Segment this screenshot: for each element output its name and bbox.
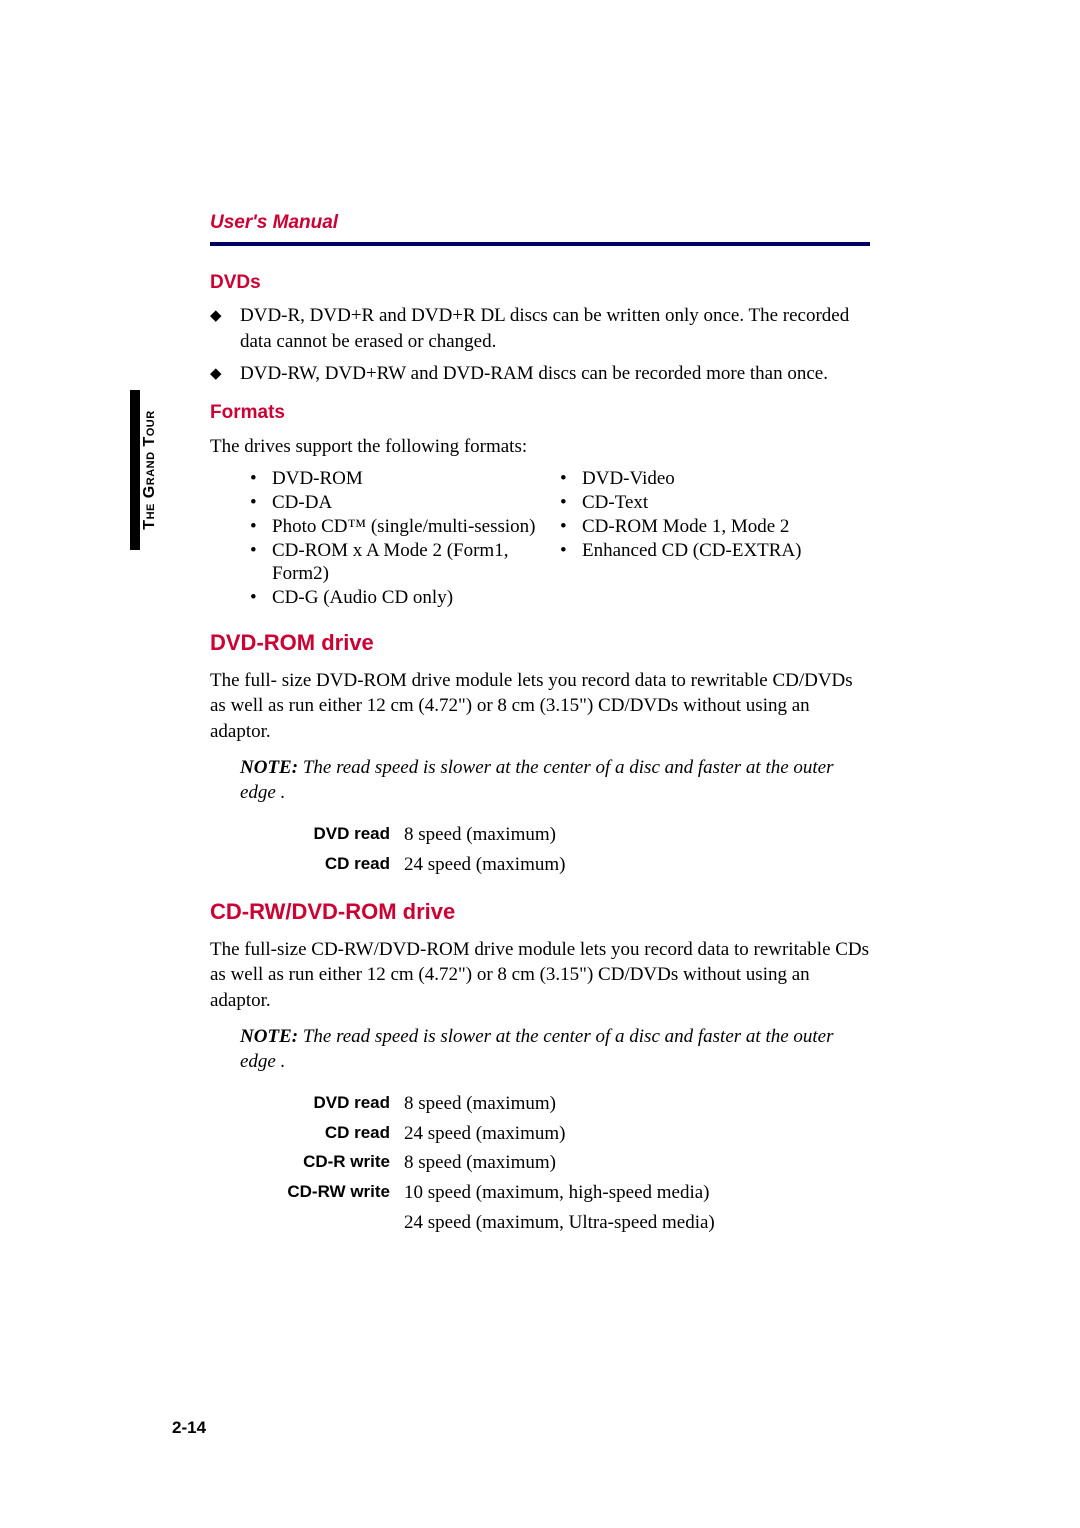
list-item: •Enhanced CD (CD-EXTRA) (560, 539, 870, 563)
diamond-icon: ◆ (210, 361, 240, 384)
list-item: •Photo CD™ (single/multi-session) (250, 515, 560, 539)
header-title: User's Manual (210, 210, 870, 236)
spec-label: CD read (210, 1121, 404, 1147)
cdrw-heading: CD-RW/DVD-ROM drive (210, 897, 870, 927)
cdrw-specs: DVD read 8 speed (maximum) CD read 24 sp… (210, 1091, 870, 1235)
list-item-text: DVD-RW, DVD+RW and DVD-RAM discs can be … (240, 361, 870, 387)
dvds-heading: DVDs (210, 270, 870, 296)
spec-row: 24 speed (maximum, Ultra-speed media) (210, 1210, 870, 1236)
spec-value: 24 speed (maximum, Ultra-speed media) (404, 1210, 870, 1236)
list-item: •CD-DA (250, 491, 560, 515)
spec-label: DVD read (210, 1091, 404, 1117)
formats-columns: •DVD-ROM •CD-DA •Photo CD™ (single/multi… (250, 467, 870, 610)
spec-value: 24 speed (maximum) (404, 852, 870, 878)
dvdrom-body: The full- size DVD-ROM drive module lets… (210, 668, 870, 745)
sidebar-tab: The Grand Tour (130, 390, 170, 550)
dvdrom-specs: DVD read 8 speed (maximum) CD read 24 sp… (210, 822, 870, 877)
page-number: 2-14 (172, 1417, 206, 1440)
spec-value: 24 speed (maximum) (404, 1121, 870, 1147)
list-item-text: CD-G (Audio CD only) (272, 586, 560, 610)
header-rule (210, 242, 870, 246)
cdrw-note: NOTE: The read speed is slower at the ce… (240, 1024, 870, 1075)
note-label: NOTE: (240, 1026, 298, 1047)
formats-intro: The drives support the following formats… (210, 434, 870, 460)
list-item: •CD-G (Audio CD only) (250, 586, 560, 610)
formats-col1: •DVD-ROM •CD-DA •Photo CD™ (single/multi… (250, 467, 560, 610)
note-text: The read speed is slower at the center o… (240, 757, 834, 804)
cdrw-body: The full-size CD-RW/DVD-ROM drive module… (210, 937, 870, 1014)
bullet-icon: • (560, 515, 582, 539)
list-item: •DVD-Video (560, 467, 870, 491)
list-item-text: CD-ROM x A Mode 2 (Form1, Form2) (272, 539, 560, 587)
list-item: •DVD-ROM (250, 467, 560, 491)
spec-value: 10 speed (maximum, high-speed media) (404, 1180, 870, 1206)
list-item-text: Enhanced CD (CD-EXTRA) (582, 539, 870, 563)
page: The Grand Tour User's Manual DVDs ◆ DVD-… (0, 0, 1080, 1528)
bullet-icon: • (250, 515, 272, 539)
bullet-icon: • (560, 467, 582, 491)
diamond-icon: ◆ (210, 303, 240, 326)
list-item-text: DVD-R, DVD+R and DVD+R DL discs can be w… (240, 303, 870, 354)
spec-row: CD-RW write 10 speed (maximum, high-spee… (210, 1180, 870, 1206)
list-item-text: CD-DA (272, 491, 560, 515)
bullet-icon: • (250, 467, 272, 491)
note-text: The read speed is slower at the center o… (240, 1026, 834, 1073)
list-item-text: CD-Text (582, 491, 870, 515)
dvds-list: ◆ DVD-R, DVD+R and DVD+R DL discs can be… (210, 303, 870, 386)
spec-value: 8 speed (maximum) (404, 1150, 870, 1176)
list-item-text: Photo CD™ (single/multi-session) (272, 515, 560, 539)
list-item-text: DVD-Video (582, 467, 870, 491)
bullet-icon: • (250, 539, 272, 563)
note-label: NOTE: (240, 757, 298, 778)
list-item: ◆ DVD-R, DVD+R and DVD+R DL discs can be… (210, 303, 870, 354)
spec-row: CD read 24 speed (maximum) (210, 852, 870, 878)
list-item: ◆ DVD-RW, DVD+RW and DVD-RAM discs can b… (210, 361, 870, 387)
dvdrom-heading: DVD-ROM drive (210, 628, 870, 658)
spec-row: CD-R write 8 speed (maximum) (210, 1150, 870, 1176)
list-item: •CD-ROM x A Mode 2 (Form1, Form2) (250, 539, 560, 587)
list-item-text: DVD-ROM (272, 467, 560, 491)
spec-value: 8 speed (maximum) (404, 1091, 870, 1117)
dvdrom-note: NOTE: The read speed is slower at the ce… (240, 755, 870, 806)
sidebar-label: The Grand Tour (139, 410, 161, 529)
spec-row: DVD read 8 speed (maximum) (210, 1091, 870, 1117)
spec-label: CD-R write (210, 1150, 404, 1176)
spec-label: DVD read (210, 822, 404, 848)
bullet-icon: • (250, 491, 272, 515)
list-item: •CD-Text (560, 491, 870, 515)
bullet-icon: • (250, 586, 272, 610)
list-item-text: CD-ROM Mode 1, Mode 2 (582, 515, 870, 539)
list-item: •CD-ROM Mode 1, Mode 2 (560, 515, 870, 539)
formats-col2: •DVD-Video •CD-Text •CD-ROM Mode 1, Mode… (560, 467, 870, 610)
spec-row: CD read 24 speed (maximum) (210, 1121, 870, 1147)
spec-label (210, 1210, 404, 1236)
spec-label: CD-RW write (210, 1180, 404, 1206)
formats-heading: Formats (210, 400, 870, 426)
spec-value: 8 speed (maximum) (404, 822, 870, 848)
spec-label: CD read (210, 852, 404, 878)
bullet-icon: • (560, 539, 582, 563)
bullet-icon: • (560, 491, 582, 515)
spec-row: DVD read 8 speed (maximum) (210, 822, 870, 848)
